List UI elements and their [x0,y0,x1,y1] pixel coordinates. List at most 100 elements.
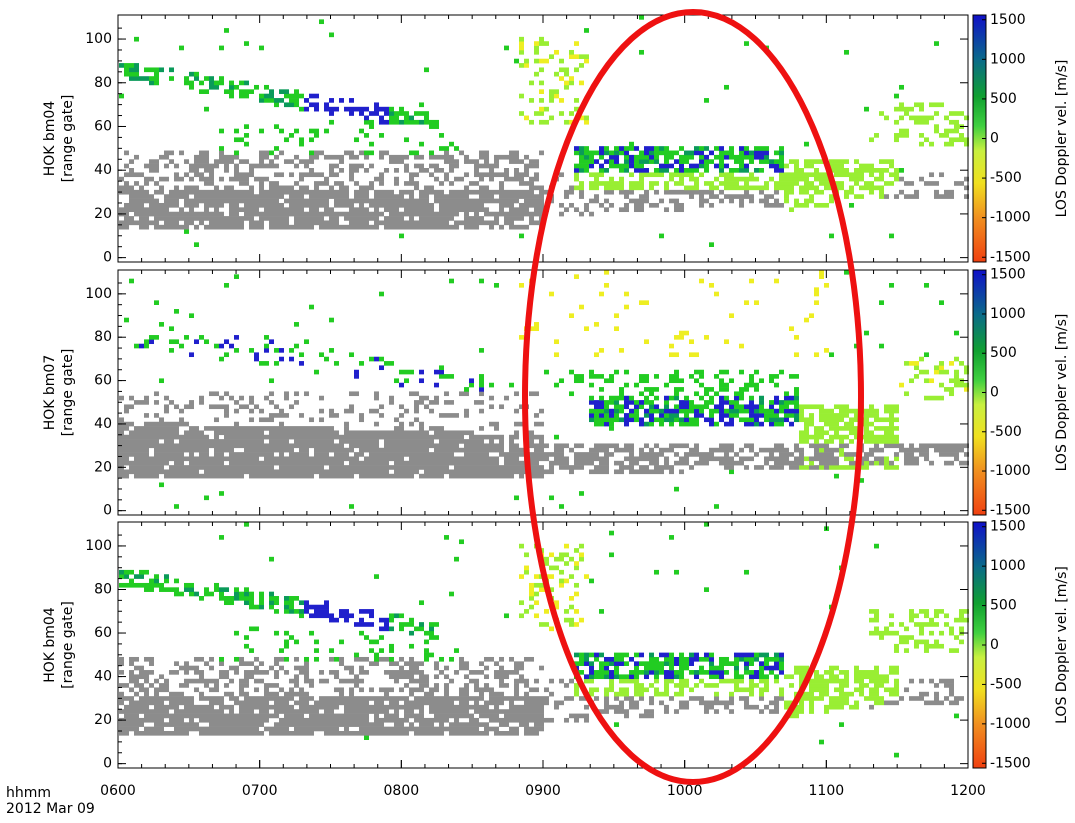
scatter-cell [289,713,294,719]
scatter-cell [564,194,569,199]
scatter-cell [404,211,409,217]
scatter-cell [299,473,304,479]
scatter-cell [444,460,449,466]
scatter-cell [304,600,309,606]
scatter-cell [289,452,294,457]
scatter-cell [404,181,409,186]
scatter-cell [359,678,364,684]
scatter-cell [204,456,209,462]
scatter-cell [239,465,244,470]
scatter-cell [179,696,184,701]
scatter-cell [274,704,279,710]
scatter-cell [334,469,339,475]
scatter-cell [649,159,654,164]
scatter-cell [699,460,704,466]
scatter-cell [124,224,129,230]
scatter-cell [604,456,609,462]
scatter-cell [514,58,519,64]
scatter-cell [294,434,299,440]
scatter-cell [494,465,499,470]
scatter-cell [214,434,219,440]
scatter-cell [434,473,439,479]
scatter-cell [169,326,174,332]
scatter-cell [434,395,439,401]
scatter-cell [134,730,139,736]
scatter-cell [824,417,829,423]
scatter-cell [409,216,414,221]
scatter-cell [684,400,689,405]
scatter-cell [274,443,279,449]
scatter-cell [589,452,594,457]
scatter-cell [479,172,484,178]
scatter-cell [704,404,709,410]
scatter-cell [829,421,834,427]
scatter-cell [289,600,294,606]
scatter-cell [234,163,239,169]
scatter-cell [489,469,494,475]
scatter-cell [164,150,169,156]
scatter-cell [264,84,269,90]
scatter-cell [539,58,544,64]
scatter-cell [664,154,669,160]
scatter-cell [424,460,429,466]
scatter-cell [289,722,294,727]
scatter-cell [234,439,239,444]
scatter-cell [894,434,899,440]
scatter-cell [174,700,179,706]
scatter-cell [239,93,244,99]
scatter-cell [264,434,269,440]
scatter-cell [264,691,269,697]
scatter-cell [384,687,389,693]
scatter-cell [389,613,394,619]
scatter-cell [294,211,299,217]
scatter-cell [179,691,184,697]
scatter-cell [814,159,819,164]
scatter-cell [299,465,304,470]
scatter-cell [214,189,219,195]
scatter-cell [664,159,669,164]
scatter-cell [494,730,499,736]
scatter-cell [499,670,504,675]
scatter-cell [124,582,129,588]
scatter-cell [229,159,234,164]
scatter-cell [889,283,894,288]
scatter-cell [144,670,149,675]
scatter-cell [384,430,389,436]
scatter-cell [399,211,404,217]
scatter-cell [604,400,609,405]
scatter-cell [819,417,824,423]
scatter-cell [314,469,319,475]
scatter-cell [744,189,749,195]
scatter-cell [379,456,384,462]
scatter-cell [594,322,599,327]
scatter-cell [719,154,724,160]
scatter-cell [184,216,189,221]
scatter-cell [389,434,394,440]
scatter-cell [359,717,364,723]
scatter-cell [424,722,429,727]
scatter-cell [269,89,274,94]
scatter-cell [504,220,509,226]
scatter-cell [519,93,524,99]
scatter-cell [229,469,234,475]
scatter-cell [864,456,869,462]
scatter-cell [779,400,784,405]
scatter-cell [219,443,224,449]
scatter-cell [134,582,139,588]
scatter-cell [254,678,259,684]
scatter-cell [379,434,384,440]
scatter-cell [379,709,384,714]
scatter-cell [654,150,659,156]
scatter-cell [224,674,229,680]
scatter-cell [309,159,314,164]
scatter-cell [274,413,279,418]
scatter-cell [624,194,629,199]
scatter-cell [879,176,884,182]
scatter-cell [759,146,764,151]
scatter-cell [344,189,349,195]
scatter-cell [184,229,189,234]
scatter-cell [814,176,819,182]
scatter-cell [674,387,679,392]
scatter-cell [824,185,829,191]
scatter-cell [144,339,149,345]
